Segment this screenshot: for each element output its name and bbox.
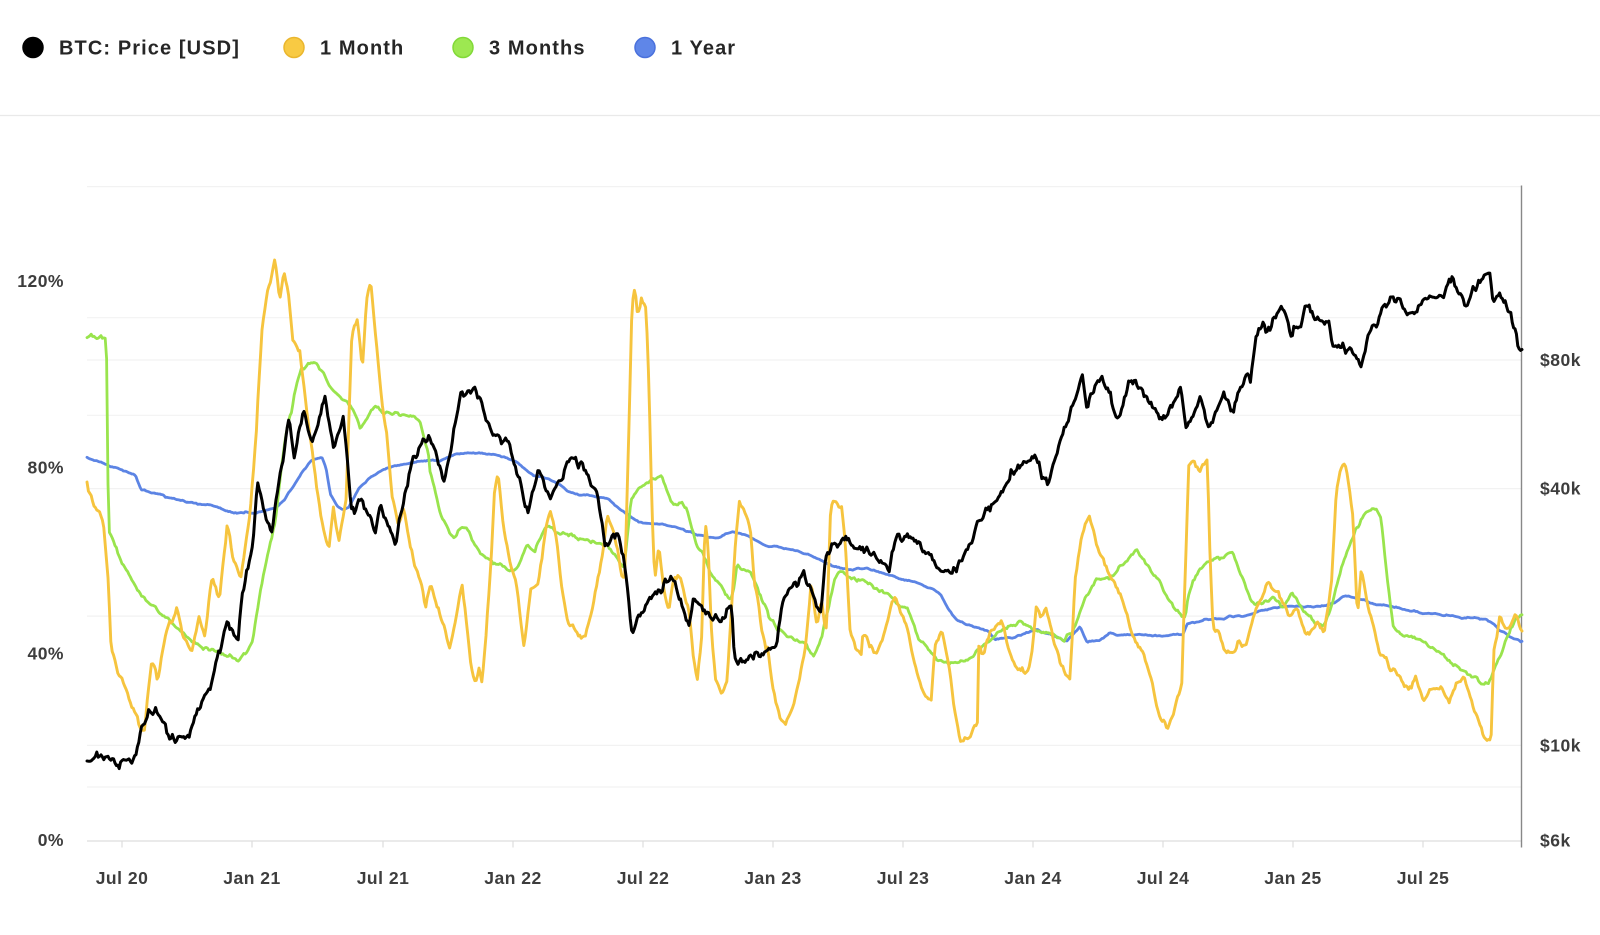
svg-text:3 Months: 3 Months (489, 38, 586, 60)
svg-text:120%: 120% (17, 271, 64, 291)
svg-text:Jan 24: Jan 24 (1004, 868, 1061, 888)
svg-text:BTC: Price [USD]: BTC: Price [USD] (59, 38, 240, 60)
svg-text:Jul 21: Jul 21 (357, 868, 410, 888)
svg-text:Jul 23: Jul 23 (877, 868, 930, 888)
svg-text:Jul 24: Jul 24 (1137, 868, 1190, 888)
svg-text:Jan 25: Jan 25 (1264, 868, 1321, 888)
svg-text:$10k: $10k (1540, 735, 1581, 755)
svg-text:Jul 22: Jul 22 (617, 868, 670, 888)
svg-text:0%: 0% (38, 830, 64, 850)
svg-text:40%: 40% (27, 644, 64, 664)
svg-text:1 Month: 1 Month (320, 38, 404, 60)
svg-text:$40k: $40k (1540, 479, 1581, 499)
svg-text:80%: 80% (27, 457, 64, 477)
svg-text:$6k: $6k (1540, 831, 1571, 851)
svg-text:Jul 25: Jul 25 (1397, 868, 1450, 888)
svg-text:Jan 21: Jan 21 (223, 868, 280, 888)
svg-text:$80k: $80k (1540, 350, 1581, 370)
svg-text:1 Year: 1 Year (671, 38, 736, 60)
svg-text:Jan 22: Jan 22 (484, 868, 541, 888)
svg-text:Jul 20: Jul 20 (96, 868, 149, 888)
svg-text:Jan 23: Jan 23 (744, 868, 801, 888)
